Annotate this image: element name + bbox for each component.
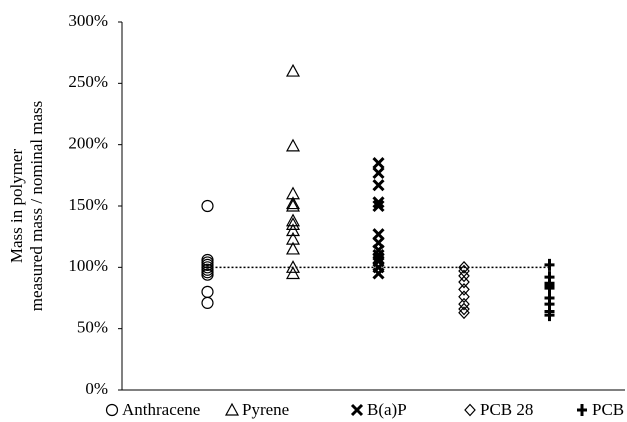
y-tick-label: 0% (85, 379, 108, 398)
legend-label: PCB 52 (592, 400, 627, 419)
point (372, 166, 385, 179)
point (201, 296, 214, 310)
legend-marker (350, 403, 364, 417)
point (372, 179, 385, 192)
legend-marker (577, 404, 587, 416)
legend-label: PCB 28 (480, 400, 533, 419)
point (285, 260, 301, 273)
y-tick-label: 250% (68, 72, 108, 91)
legend-label: Anthracene (122, 400, 200, 419)
legend-marker (105, 403, 119, 417)
point (372, 199, 385, 213)
y-tick-label: 200% (68, 134, 108, 153)
point (458, 269, 470, 283)
y-tick-label: 50% (77, 318, 108, 337)
legend-item: Pyrene (224, 400, 289, 419)
point (458, 302, 470, 316)
point (458, 306, 470, 320)
point (285, 196, 301, 210)
point (285, 223, 301, 237)
y-tick-label: 150% (68, 195, 108, 214)
point (285, 198, 301, 212)
point (458, 283, 470, 296)
legend-item: PCB 28 (464, 400, 533, 419)
y-axis-label: Mass in polymer (7, 149, 26, 264)
legend-label: Pyrene (242, 400, 289, 419)
point (458, 260, 470, 274)
point (201, 268, 214, 281)
point (285, 241, 301, 255)
y-tick-label: 300% (68, 11, 108, 30)
point (458, 275, 470, 289)
legend-item: PCB 52 (577, 400, 627, 419)
y-tick-label: 100% (68, 256, 108, 275)
point (285, 63, 301, 77)
point (544, 258, 555, 271)
point (285, 266, 301, 280)
legend-label: B(a)P (367, 400, 407, 419)
legend-marker (224, 402, 240, 416)
point (372, 196, 385, 209)
point (458, 290, 470, 304)
point (372, 267, 385, 280)
legend-marker (464, 403, 476, 417)
point (285, 217, 301, 230)
point (544, 309, 555, 322)
legend-item: Anthracene (105, 400, 200, 419)
point (372, 157, 385, 170)
point (458, 297, 470, 311)
point (201, 285, 214, 298)
y-axis-label: measured mass / nominal mass (27, 101, 46, 312)
legend-item: B(a)P (350, 400, 407, 419)
point (285, 138, 301, 152)
point (201, 199, 214, 213)
